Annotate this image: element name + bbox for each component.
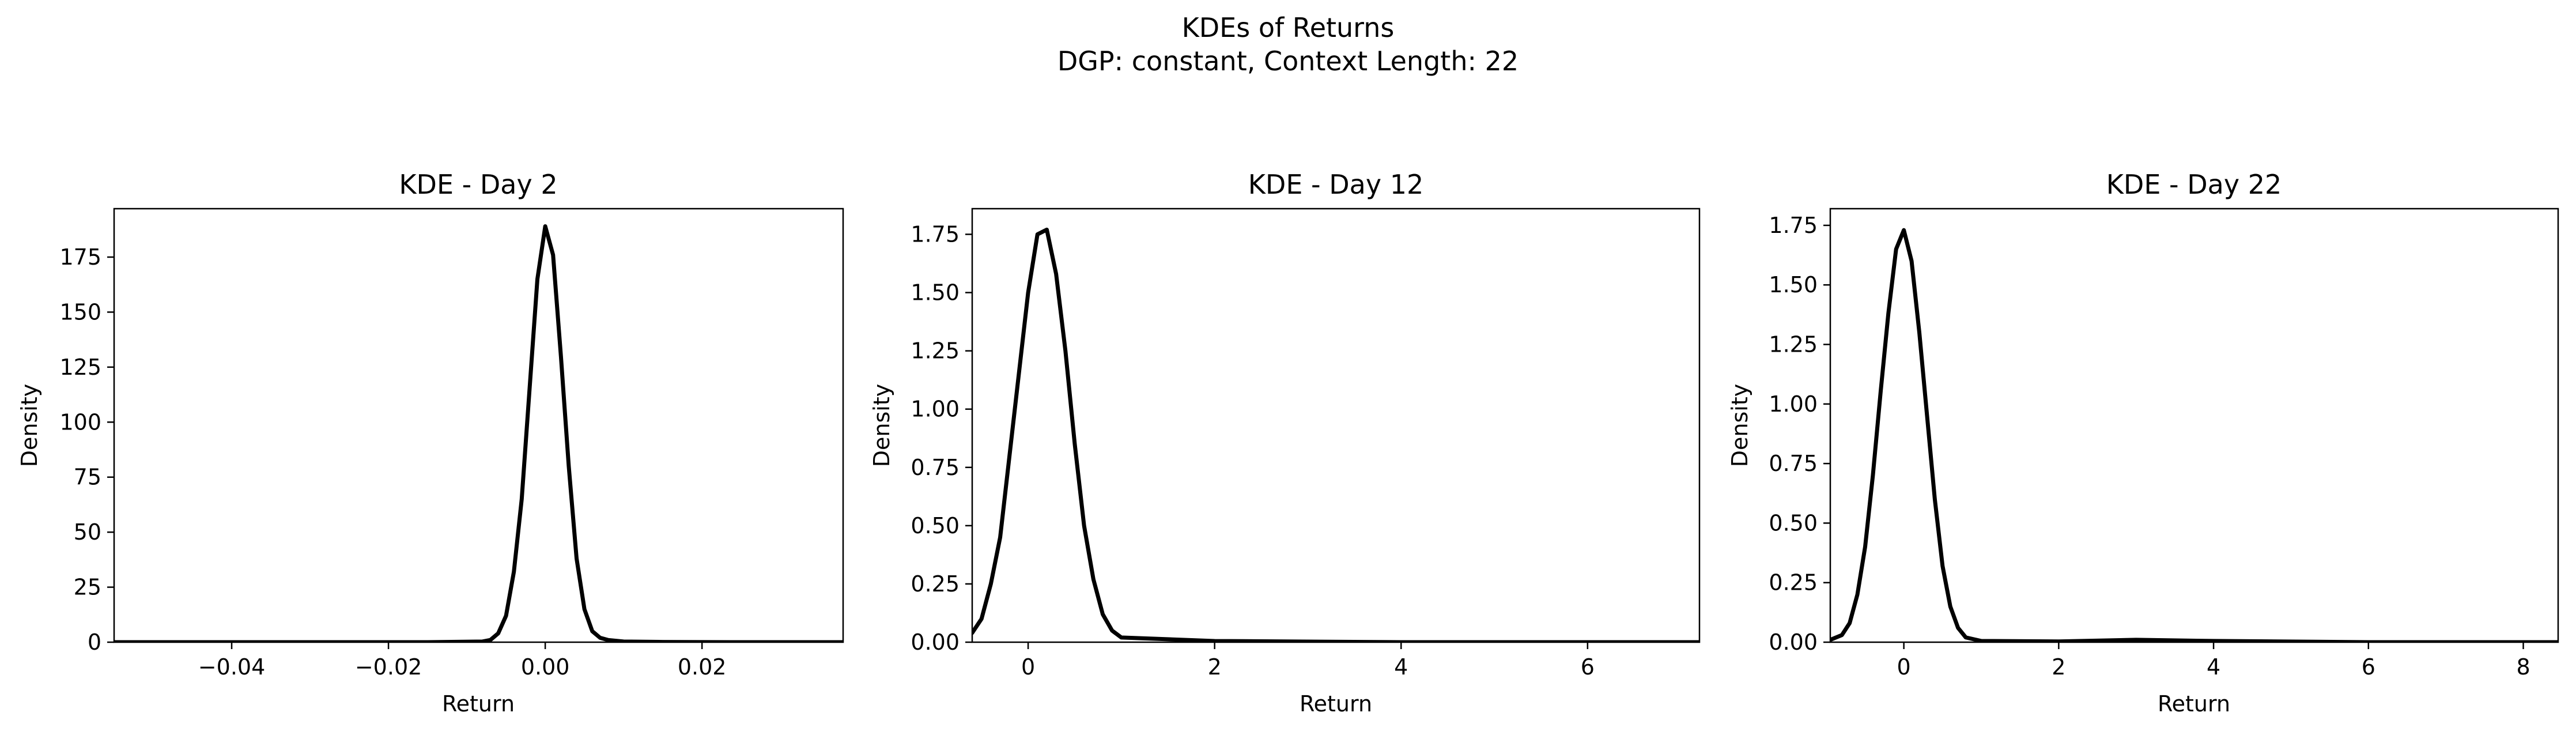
x-tick-label: 2 xyxy=(1208,654,1222,680)
y-tick-label: 25 xyxy=(74,575,101,600)
y-tick-label: 0.50 xyxy=(911,513,960,538)
y-tick-label: 0.75 xyxy=(911,455,960,480)
x-tick-label: 2 xyxy=(2052,654,2065,680)
x-tick-label: −0.04 xyxy=(198,654,265,680)
axes-frame xyxy=(113,208,844,643)
x-axis-label: Return xyxy=(442,691,515,717)
y-tick-label: 1.25 xyxy=(1769,332,1818,357)
subplot-title: KDE - Day 2 xyxy=(399,169,557,200)
y-tick-label: 1.50 xyxy=(911,280,960,306)
x-tick-label: 6 xyxy=(1581,654,1595,680)
y-tick-label: 0.00 xyxy=(911,630,960,655)
y-tick-label: 50 xyxy=(74,519,101,545)
kde-curve xyxy=(972,227,1699,642)
y-tick-label: 75 xyxy=(74,465,101,490)
y-tick-label: 1.00 xyxy=(1769,391,1818,417)
axes-frame xyxy=(1829,208,2559,643)
y-axis-label: Density xyxy=(869,384,894,467)
plot-area xyxy=(1830,228,2558,642)
y-tick-label: 175 xyxy=(59,244,101,270)
x-tick-label: 0.00 xyxy=(521,654,570,680)
y-tick-label: 0.75 xyxy=(1769,451,1818,476)
y-tick-label: 1.50 xyxy=(1769,272,1818,297)
y-tick-label: 1.75 xyxy=(1769,213,1818,238)
y-tick-label: 1.75 xyxy=(911,221,960,247)
y-tick-label: 0.25 xyxy=(911,571,960,597)
figure-title-line2: DGP: constant, Context Length: 22 xyxy=(1057,46,1519,77)
y-tick-label: 0.50 xyxy=(1769,510,1818,536)
figure-title-line1: KDEs of Returns xyxy=(1182,12,1395,43)
y-tick-label: 0 xyxy=(88,630,101,655)
subplot-day-12: KDE - Day 12 Return Density 0 2 4 6 0.00 0.25… xyxy=(869,169,1701,717)
kde-curve xyxy=(1830,228,2558,642)
y-tick-label: 150 xyxy=(59,299,101,325)
subplot-title: KDE - Day 22 xyxy=(2106,169,2282,200)
plot-area xyxy=(114,224,843,642)
subplot-day-22: KDE - Day 22 Return Density 0 2 4 6 8 0.00 0.2… xyxy=(1727,169,2559,717)
x-tick-label: 0 xyxy=(1021,654,1035,680)
subplot-title: KDE - Day 12 xyxy=(1248,169,1423,200)
x-tick-label: 4 xyxy=(2207,654,2220,680)
axes-frame xyxy=(971,208,1701,643)
x-tick-label: 0 xyxy=(1897,654,1911,680)
x-tick-label: 8 xyxy=(2516,654,2530,680)
x-tick-label: 0.02 xyxy=(678,654,727,680)
y-tick-label: 0.25 xyxy=(1769,570,1818,595)
y-axis-label: Density xyxy=(17,384,42,467)
subplot-day-2: KDE - Day 2 Return Density −0.04 −0.02 0.0… xyxy=(17,169,844,717)
y-tick-label: 1.00 xyxy=(911,397,960,422)
x-axis-label: Return xyxy=(1300,691,1372,717)
y-tick-label: 1.25 xyxy=(911,338,960,364)
plot-area xyxy=(972,227,1699,642)
kde-curve xyxy=(114,224,843,642)
y-tick-label: 0.00 xyxy=(1769,630,1818,655)
x-tick-label: 6 xyxy=(2362,654,2375,680)
x-axis-label: Return xyxy=(2158,691,2230,717)
y-axis-label: Density xyxy=(1727,384,1752,467)
x-tick-label: −0.02 xyxy=(355,654,422,680)
y-tick-label: 100 xyxy=(59,409,101,435)
x-tick-label: 4 xyxy=(1394,654,1408,680)
y-tick-label: 125 xyxy=(59,355,101,380)
